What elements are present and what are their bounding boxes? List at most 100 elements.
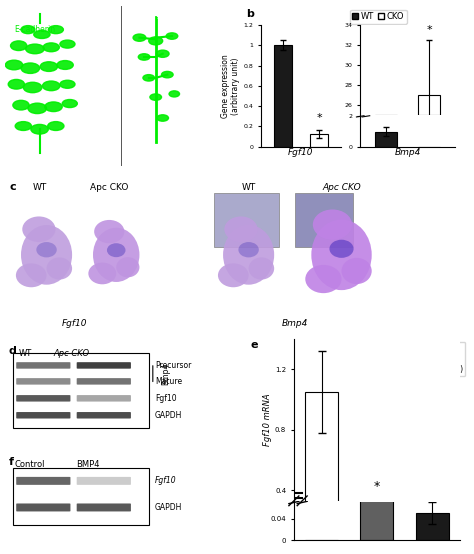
Ellipse shape: [311, 219, 372, 290]
Text: WT: WT: [19, 350, 32, 358]
Ellipse shape: [48, 25, 64, 34]
Ellipse shape: [36, 242, 57, 258]
Text: e: e: [251, 340, 258, 350]
Ellipse shape: [21, 25, 35, 34]
Ellipse shape: [23, 82, 42, 93]
FancyBboxPatch shape: [77, 362, 131, 368]
Ellipse shape: [138, 54, 150, 60]
Ellipse shape: [313, 209, 352, 240]
Text: WT: WT: [32, 183, 47, 192]
Ellipse shape: [305, 265, 341, 293]
Ellipse shape: [156, 50, 169, 58]
Ellipse shape: [48, 122, 64, 130]
Ellipse shape: [341, 258, 372, 284]
Text: E-cadherin: E-cadherin: [14, 25, 55, 34]
FancyBboxPatch shape: [16, 378, 71, 384]
Ellipse shape: [88, 263, 116, 284]
Bar: [416, 513, 449, 540]
Y-axis label: Gene expression
(arbitrary unit): Gene expression (arbitrary unit): [221, 54, 240, 118]
Text: GAPDH: GAPDH: [155, 411, 182, 420]
Ellipse shape: [116, 257, 139, 278]
Y-axis label: Fgf10 mRNA: Fgf10 mRNA: [263, 394, 272, 446]
Ellipse shape: [26, 44, 44, 54]
Text: Apc CKO: Apc CKO: [151, 9, 193, 19]
FancyBboxPatch shape: [77, 378, 131, 384]
Text: *: *: [317, 114, 322, 124]
Text: Bmp4: Bmp4: [161, 362, 170, 384]
Ellipse shape: [62, 100, 77, 107]
Text: GAPDH: GAPDH: [155, 503, 182, 512]
Bar: [273, 45, 292, 147]
Ellipse shape: [46, 258, 72, 280]
Ellipse shape: [57, 60, 73, 69]
Text: 0.5 mm: 0.5 mm: [15, 310, 41, 316]
Bar: [360, 502, 393, 551]
FancyBboxPatch shape: [77, 477, 131, 485]
Ellipse shape: [22, 217, 55, 242]
Ellipse shape: [93, 228, 139, 282]
Text: Bmp4: Bmp4: [282, 319, 308, 328]
Bar: [419, 95, 440, 115]
Ellipse shape: [248, 258, 274, 280]
Ellipse shape: [40, 62, 57, 71]
FancyBboxPatch shape: [16, 477, 71, 485]
Ellipse shape: [60, 80, 75, 88]
Text: Apc CKO: Apc CKO: [54, 350, 90, 358]
FancyBboxPatch shape: [16, 412, 71, 418]
Ellipse shape: [34, 30, 50, 38]
Ellipse shape: [15, 122, 31, 130]
Ellipse shape: [166, 33, 178, 39]
Ellipse shape: [21, 63, 39, 74]
Ellipse shape: [43, 81, 60, 91]
Ellipse shape: [5, 60, 23, 70]
Ellipse shape: [31, 125, 48, 134]
Text: *: *: [374, 480, 380, 493]
Bar: [310, 134, 328, 147]
Text: Fgf10: Fgf10: [62, 319, 87, 328]
Ellipse shape: [238, 242, 259, 258]
Text: Mature: Mature: [155, 377, 182, 386]
FancyBboxPatch shape: [16, 504, 71, 511]
Ellipse shape: [224, 217, 257, 242]
FancyBboxPatch shape: [16, 395, 71, 402]
Ellipse shape: [8, 79, 25, 89]
Bar: [360, 368, 393, 540]
Ellipse shape: [60, 40, 75, 48]
Text: WT: WT: [241, 183, 256, 192]
FancyBboxPatch shape: [16, 362, 71, 368]
FancyBboxPatch shape: [77, 412, 131, 418]
Ellipse shape: [45, 102, 62, 111]
Legend: WT, CKO: WT, CKO: [350, 10, 407, 24]
Bar: [295, 193, 353, 247]
Ellipse shape: [43, 43, 59, 52]
Text: a: a: [9, 9, 17, 19]
Ellipse shape: [107, 243, 126, 257]
Ellipse shape: [13, 100, 29, 110]
Bar: [13, 353, 149, 428]
Ellipse shape: [28, 103, 46, 114]
Text: *: *: [427, 25, 432, 35]
Ellipse shape: [218, 263, 248, 288]
Text: d: d: [9, 346, 17, 356]
Bar: [375, 115, 397, 356]
Text: f: f: [9, 457, 14, 467]
Text: Precursor: Precursor: [155, 361, 191, 370]
Ellipse shape: [143, 75, 155, 81]
Ellipse shape: [16, 263, 46, 288]
Bar: [214, 193, 279, 247]
Text: Fgf10: Fgf10: [155, 476, 176, 485]
Text: Apc CKO: Apc CKO: [322, 183, 361, 192]
Bar: [305, 392, 338, 551]
FancyBboxPatch shape: [77, 395, 131, 402]
Ellipse shape: [329, 240, 354, 258]
Text: BMP4: BMP4: [76, 460, 100, 469]
Ellipse shape: [150, 94, 162, 100]
Bar: [375, 131, 397, 147]
Text: b: b: [246, 9, 254, 19]
Text: *: *: [429, 487, 435, 500]
Ellipse shape: [162, 71, 173, 78]
Ellipse shape: [21, 225, 72, 285]
Text: Control: Control: [15, 460, 45, 469]
Ellipse shape: [223, 225, 274, 285]
Text: 0.5 mm: 0.5 mm: [194, 310, 221, 316]
